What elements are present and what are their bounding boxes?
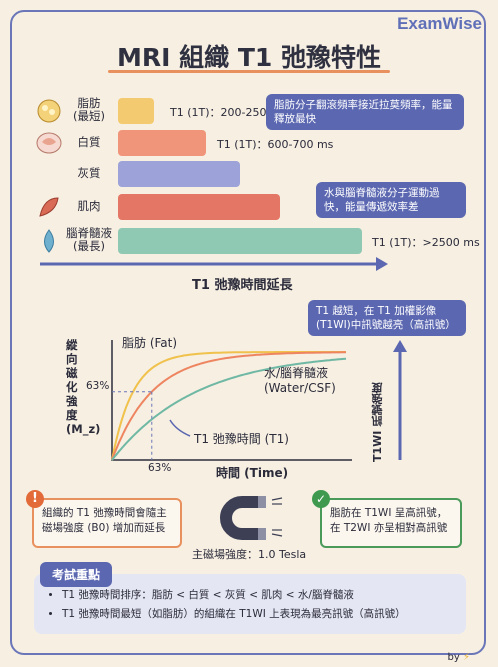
check-icon: ✓ xyxy=(312,490,330,508)
magnet-icon xyxy=(220,496,283,540)
tissue-bar xyxy=(118,130,206,156)
tissue-bar xyxy=(118,228,362,254)
tissue-qualifier: (最短) xyxy=(73,109,105,123)
t1wi-axis-label: T1WI 訊號強度 xyxy=(371,382,384,462)
annotation-arrow xyxy=(169,419,191,437)
t1-value: T1 (1T)：600-700 ms xyxy=(217,138,334,151)
tissue-name: 腦脊髓液 xyxy=(66,226,112,240)
chart-xlabel: 時間 (Time) xyxy=(216,466,289,480)
tissue-label: 白質 xyxy=(60,136,118,149)
tissue-row: 脂肪 (最短) T1 (1T)：200-250 ms xyxy=(0,96,498,126)
title-underline xyxy=(108,70,390,73)
water-note: 水與腦脊髓液分子運動過快，能量傳遞效率差 xyxy=(316,182,466,218)
t1wi-note: T1 越短，在 T1 加權影像(T1WI)中訊號越亮（高訊號） xyxy=(308,300,466,336)
bar-axis-label: T1 弛豫時間延長 xyxy=(192,278,293,293)
tissue-icon xyxy=(36,132,62,154)
tissue-qualifier: (最長) xyxy=(73,239,105,253)
recovery-curve xyxy=(111,351,346,461)
tissue-bar xyxy=(118,194,280,220)
tissue-row: 白質 T1 (1T)：600-700 ms xyxy=(0,128,498,158)
t1-value: T1 (1T)：200-250 ms xyxy=(170,106,287,119)
b0-warning-box: 組織的 T1 弛豫時間會隨主磁場強度 (B0) 增加而延長 xyxy=(32,498,182,548)
tissue-row: 肌肉 xyxy=(0,192,498,222)
byline-text: by xyxy=(447,652,460,663)
brand-logo: ExamWise xyxy=(397,14,482,33)
page-title: MRI 組織 T1 弛豫特性 xyxy=(117,43,381,72)
tissue-icon xyxy=(44,229,54,253)
byline: by ⚡ xyxy=(448,652,470,663)
tissue-label: 脂肪 (最短) xyxy=(60,97,118,123)
fat-signal-box: 脂肪在 T1WI 呈高訊號，在 T2WI 亦呈相對高訊號 xyxy=(320,498,462,548)
t1-recovery-chart xyxy=(111,340,407,461)
tissue-bar xyxy=(118,161,240,187)
t1-annotation: T1 弛豫時間 (T1) xyxy=(194,432,289,446)
water-curve-label: 水/腦脊髓液 (Water/CSF) xyxy=(264,366,336,395)
exam-point: T1 弛豫時間排序：脂肪 < 白質 < 灰質 < 肌肉 < 水/腦脊髓液 xyxy=(62,586,456,605)
page-frame xyxy=(10,10,486,655)
fat-curve-label: 脂肪 (Fat) xyxy=(122,336,178,350)
bar-axis-arrow xyxy=(40,257,388,271)
tissue-bar xyxy=(118,98,154,124)
tissue-icon xyxy=(39,197,59,217)
x-marker-label: 63% xyxy=(148,462,172,474)
tissue-name: 脂肪 xyxy=(77,96,101,110)
chart-ylabel: 縱向磁化強度(M_z) xyxy=(66,338,101,436)
tissue-name: 肌肉 xyxy=(77,199,101,213)
tissue-icon xyxy=(37,99,61,123)
tissue-label: 肌肉 xyxy=(60,200,118,213)
fat-note: 脂肪分子翻滾頻率接近拉莫頻率，能量釋放最快 xyxy=(266,94,464,130)
exam-point: T1 弛豫時間最短（如脂肪）的組織在 T1WI 上表現為最亮訊號（高訊號） xyxy=(62,605,456,624)
t1-value: T1 (1T)：>2500 ms xyxy=(372,236,480,249)
tissue-name: 灰質 xyxy=(77,166,101,180)
tissue-row: 灰質 xyxy=(0,159,498,189)
lightning-icon: ⚡ xyxy=(462,652,470,663)
warning-icon: ! xyxy=(26,490,44,508)
tissue-label: 腦脊髓液 (最長) xyxy=(60,227,118,253)
recovery-curve xyxy=(111,357,347,461)
signal-arrow-head xyxy=(393,340,407,352)
y-marker-label: 63% xyxy=(86,380,110,392)
check-text: 脂肪在 T1WI 呈高訊號，在 T2WI 亦呈相對高訊號 xyxy=(330,507,448,534)
tissue-name: 白質 xyxy=(77,135,101,149)
tissue-row: 腦脊髓液 (最長) T1 (1T)：>2500 ms xyxy=(0,226,498,256)
tissue-label: 灰質 xyxy=(60,167,118,180)
magnet-label: 主磁場強度：1.0 Tesla xyxy=(192,548,307,561)
exam-tag: 考試重點 xyxy=(40,562,113,587)
warning-text: 組織的 T1 弛豫時間會隨主磁場強度 (B0) 增加而延長 xyxy=(42,507,167,534)
